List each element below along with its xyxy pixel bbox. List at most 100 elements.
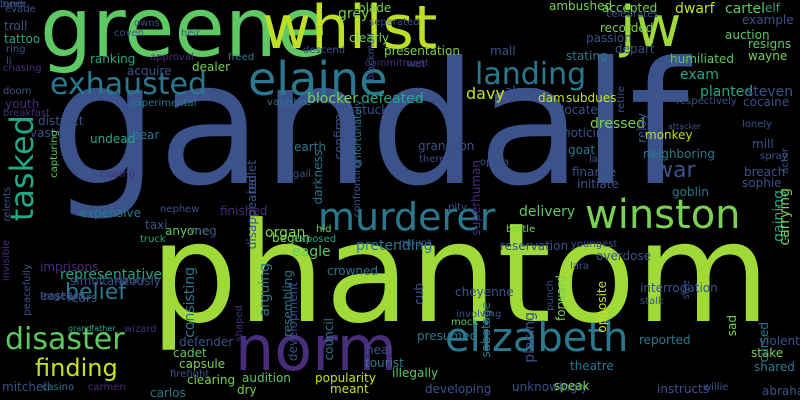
word-goat: goat: [568, 143, 596, 157]
word-luxury: luxury: [114, 275, 146, 286]
word-mill: mill: [752, 137, 774, 151]
word-vast: vast: [30, 126, 56, 140]
word-reported: reported: [639, 333, 691, 347]
word-planted: planted: [700, 84, 754, 100]
word-unknowingly: unknowingly: [512, 380, 588, 394]
word-abraham: abraham: [762, 384, 800, 398]
word-pretending: pretending: [356, 238, 433, 254]
word-heal: heal: [366, 343, 392, 357]
word-shaped: shaped: [234, 305, 245, 342]
word-unfortunately: unfortunately: [353, 100, 364, 168]
word-stalk: stalk: [640, 296, 664, 307]
word-experimental: experimental: [130, 98, 197, 109]
word-passion: passion: [586, 31, 632, 45]
word-mount: mount: [399, 238, 432, 249]
word-clearly: clearly: [349, 31, 390, 45]
word-punch: punch: [545, 280, 556, 311]
word-firefight: firefight: [170, 369, 210, 380]
word-lara: lara: [570, 261, 590, 272]
word-chasing: chasing: [3, 63, 42, 74]
word-capturing: capturing: [49, 130, 60, 178]
word-developing: developing: [425, 382, 492, 396]
word-example: example: [742, 13, 794, 27]
word-council: council: [322, 318, 336, 361]
word-resigns: resigns: [748, 37, 792, 51]
word-tomb: tomb: [0, 0, 27, 10]
word-breakfast: breakfast: [3, 108, 51, 119]
word-closing: closing: [100, 169, 136, 180]
word-initiate: initiate: [577, 177, 619, 191]
word-monkey: monkey: [645, 128, 693, 142]
word-elizabeth: elizabeth: [445, 315, 629, 361]
word-spray: spray: [760, 151, 788, 162]
word-dry: dry: [237, 383, 257, 397]
word-davy: davy: [466, 84, 505, 103]
word-overdose: overdose: [596, 249, 652, 263]
word-coven: coven: [114, 28, 145, 39]
word-reservation: reservation: [500, 239, 569, 253]
word-depart: depart: [615, 42, 655, 56]
word-presumed: presumed: [417, 329, 478, 343]
word-illegally: illegally: [392, 366, 439, 380]
word-confirm: confirm: [332, 114, 346, 160]
word-doom: doom: [3, 86, 32, 97]
word-organ: organ: [265, 225, 306, 241]
word-owns: owns: [134, 18, 160, 29]
word-dwarf: dwarf: [675, 1, 715, 17]
word-jw: jw: [620, 0, 682, 60]
word-carlos: carlos: [150, 386, 186, 400]
word-separated: separated: [369, 17, 420, 28]
word-acquire: acquire: [127, 64, 172, 78]
word-elaine: elaine: [248, 52, 388, 106]
word-relay: relay: [635, 113, 649, 143]
word-ring: ring: [6, 44, 26, 55]
word-mitchell: mitchell: [2, 380, 50, 394]
word-darkness: darkness: [311, 150, 325, 205]
word-disaster: disaster: [5, 322, 125, 357]
word-breach: breach: [744, 165, 786, 179]
word-blackmail: blackmail: [366, 33, 377, 81]
word-cheyenne: cheyenne: [455, 285, 514, 299]
word-taxi: taxi: [145, 218, 168, 232]
word-youngest: youngest: [571, 239, 618, 250]
word-fears: fears: [67, 291, 98, 305]
word-landing: landing: [475, 57, 587, 92]
word-vanishes: vanishes: [267, 97, 312, 108]
word-recorded: recorded: [600, 21, 654, 35]
word-cartel: cartel: [725, 1, 766, 17]
word-greene: greene: [40, 0, 328, 76]
word-forge: forge: [40, 291, 67, 302]
word-cocaine: cocaine: [743, 95, 790, 109]
word-locates: locates: [561, 103, 604, 117]
word-tourist: tourist: [365, 356, 404, 370]
word-norm: norm: [235, 312, 398, 385]
word-simultaneously: simultaneously: [70, 274, 161, 288]
word-accepted: accepted: [602, 1, 658, 15]
word-steven: steven: [746, 84, 794, 100]
word-bottle: bottle: [506, 224, 536, 235]
word-troll: troll: [4, 19, 28, 33]
word-begun: begun: [272, 231, 310, 245]
word-consisting: consisting: [182, 267, 198, 338]
word-belief: belief: [65, 280, 127, 305]
word-bear: bear: [132, 128, 160, 142]
word-distract: distract: [38, 114, 84, 128]
word-ballet: ballet: [245, 160, 259, 194]
word-relents: relents: [2, 187, 13, 222]
word-heir: heir: [181, 28, 201, 39]
word-delivery: delivery: [519, 204, 576, 220]
word-ranking: ranking: [90, 52, 136, 66]
word-cursed: cursed: [757, 322, 771, 363]
word-shared: shared: [754, 360, 795, 374]
word-meg: meg: [190, 224, 217, 238]
word-approval: approval: [150, 52, 194, 63]
word-blade: blade: [358, 1, 392, 15]
word-capsule: capsule: [179, 357, 226, 371]
word-audition: audition: [242, 371, 291, 385]
word-meant: meant: [330, 382, 369, 396]
word-forward: forward: [554, 275, 568, 322]
word-finding: finding: [35, 354, 118, 382]
word-opera: opera: [480, 157, 509, 168]
word-dealer: dealer: [192, 60, 231, 74]
word-cadet: cadet: [173, 346, 207, 360]
